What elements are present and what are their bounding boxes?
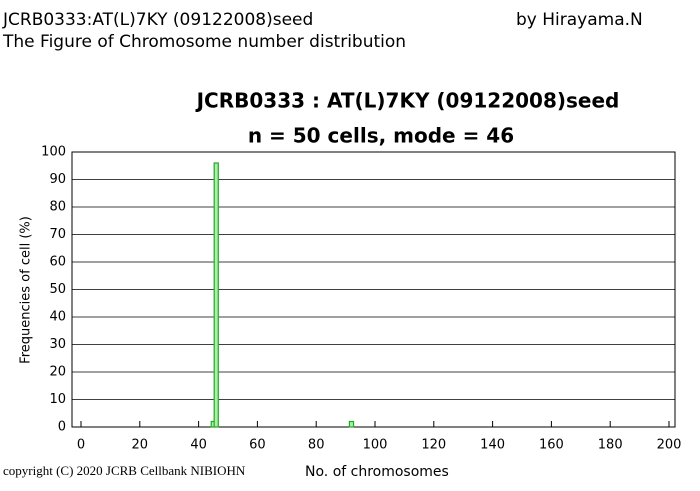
y-tick-label: 50 (49, 282, 66, 297)
x-tick-label: 180 (598, 438, 623, 453)
y-axis-label: Frequencies of cell (%) (19, 216, 34, 364)
y-tick-label: 100 (41, 145, 66, 160)
x-tick-label: 100 (363, 438, 388, 453)
y-tick-label: 40 (49, 310, 66, 325)
y-tick-label: 0 (58, 420, 66, 435)
header-subtitle: The Figure of Chromosome number distribu… (2, 32, 406, 52)
x-tick-label: 140 (480, 438, 505, 453)
copyright: copyright (C) 2020 JCRB Cellbank NIBIOHN (3, 463, 246, 478)
chart-subtitle: n = 50 cells, mode = 46 (248, 124, 514, 148)
x-tick-label: 160 (539, 438, 564, 453)
x-tick-label: 200 (657, 438, 682, 453)
y-tick-label: 70 (49, 227, 66, 242)
y-tick-label: 60 (49, 255, 66, 270)
y-tick-label: 30 (49, 337, 66, 352)
y-tick-label: 90 (49, 172, 66, 187)
header-author: by Hirayama.N (516, 10, 643, 30)
y-tick-label: 10 (49, 392, 66, 407)
header-title: JCRB0333:AT(L)7KY (09122008)seed (2, 10, 313, 30)
x-tick-label: 20 (132, 438, 149, 453)
chart-title: JCRB0333 : AT(L)7KY (09122008)seed (195, 89, 620, 113)
y-tick-label: 80 (49, 200, 66, 215)
x-tick-label: 0 (77, 438, 85, 453)
y-tick-label: 20 (49, 365, 66, 380)
x-tick-label: 80 (308, 438, 325, 453)
bar (213, 162, 219, 428)
bar (348, 420, 355, 428)
x-axis-label: No. of chromosomes (305, 464, 449, 480)
x-tick-label: 60 (249, 438, 266, 453)
x-tick-label: 40 (190, 438, 207, 453)
x-tick-label: 120 (421, 438, 446, 453)
